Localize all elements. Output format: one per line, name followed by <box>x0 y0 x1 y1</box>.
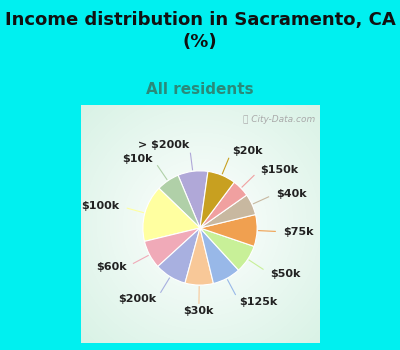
Wedge shape <box>200 172 234 228</box>
Text: > $200k: > $200k <box>138 140 190 150</box>
Text: $125k: $125k <box>239 296 277 307</box>
Text: $75k: $75k <box>283 227 314 237</box>
Text: ⓘ City-Data.com: ⓘ City-Data.com <box>243 114 315 124</box>
Wedge shape <box>200 228 238 284</box>
Text: Income distribution in Sacramento, CA
(%): Income distribution in Sacramento, CA (%… <box>5 10 395 51</box>
Text: $30k: $30k <box>184 306 214 316</box>
Text: $50k: $50k <box>270 268 300 279</box>
Wedge shape <box>200 195 256 228</box>
Text: All residents: All residents <box>146 82 254 97</box>
Wedge shape <box>200 228 254 270</box>
Wedge shape <box>158 228 200 283</box>
Text: $10k: $10k <box>122 154 153 164</box>
Wedge shape <box>159 175 200 228</box>
Wedge shape <box>143 188 200 241</box>
Text: $40k: $40k <box>276 189 306 198</box>
Text: $100k: $100k <box>82 201 120 211</box>
Text: $20k: $20k <box>232 146 262 156</box>
Wedge shape <box>185 228 214 285</box>
Text: $150k: $150k <box>260 165 298 175</box>
Wedge shape <box>144 228 200 266</box>
Wedge shape <box>200 215 257 246</box>
Wedge shape <box>200 182 247 228</box>
Text: $60k: $60k <box>96 262 126 272</box>
Text: $200k: $200k <box>118 294 156 304</box>
Wedge shape <box>178 171 208 228</box>
